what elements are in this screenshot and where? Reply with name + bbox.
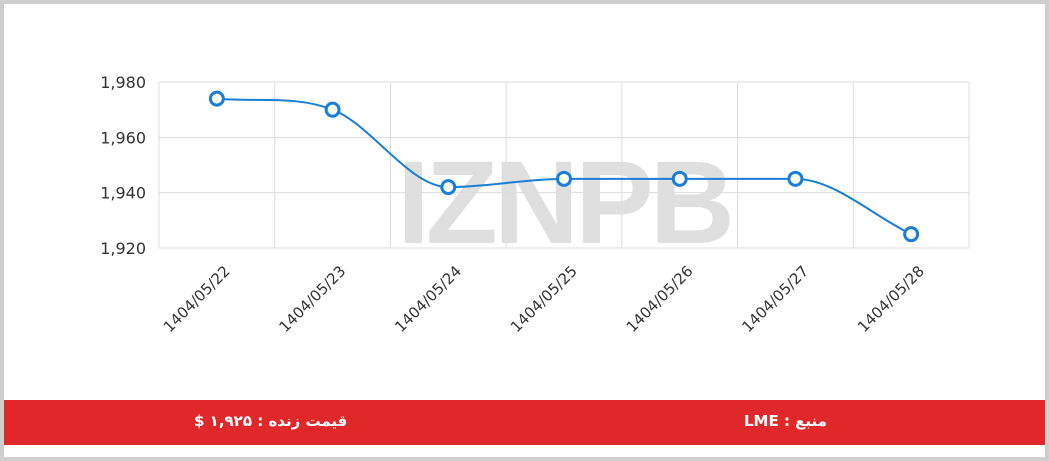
y-tick-label: 1,960	[100, 128, 146, 147]
data-point	[208, 90, 225, 107]
y-tick-label: 1,980	[100, 73, 146, 92]
x-tick-label: 1404/05/26	[623, 262, 697, 336]
info-footer: منبع : LME قیمت زنده : ۱,۹۲۵ $	[4, 400, 1045, 445]
x-tick-label: 1404/05/25	[507, 262, 581, 336]
data-point	[671, 170, 688, 187]
data-point	[440, 179, 457, 196]
data-points	[208, 90, 920, 243]
data-point	[903, 226, 920, 243]
x-tick-label: 1404/05/24	[391, 262, 465, 336]
x-axis-ticks: 1404/05/22 1404/05/23 1404/05/24 1404/05/25…	[160, 262, 928, 336]
data-point	[556, 170, 572, 187]
watermark-logo: IZNPB	[397, 137, 735, 269]
bottom-strip	[4, 445, 1045, 457]
data-point	[787, 170, 804, 187]
y-axis-ticks: 1,980 1,960 1,940 1,920	[100, 73, 146, 258]
watermark-text: IZNPB	[397, 137, 731, 269]
x-tick-label: 1404/05/22	[160, 262, 234, 336]
x-tick-label: 1404/05/28	[854, 262, 928, 336]
source-label: منبع : LME	[744, 412, 827, 430]
y-tick-label: 1,940	[100, 184, 146, 203]
data-point	[324, 101, 341, 118]
chart-frame	[4, 4, 1045, 457]
live-price-label: قیمت زنده : ۱,۹۲۵ $	[194, 412, 348, 430]
x-tick-label: 1404/05/23	[276, 262, 350, 336]
y-tick-label: 1,920	[100, 239, 146, 258]
x-tick-label: 1404/05/27	[738, 262, 812, 336]
chart-grid	[158, 81, 970, 249]
